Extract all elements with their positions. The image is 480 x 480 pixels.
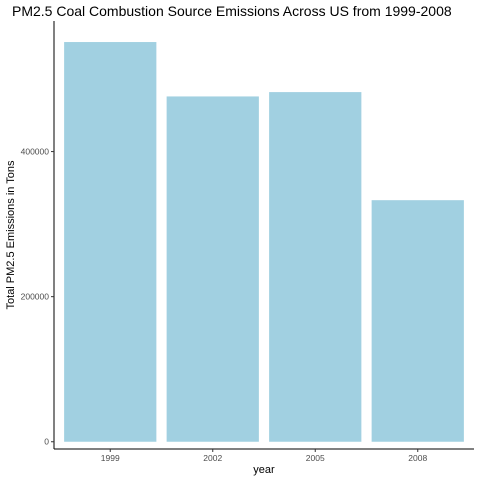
y-tick-label-200000: 200000 <box>21 292 50 302</box>
chart-title: PM2.5 Coal Combustion Source Emissions A… <box>12 3 452 19</box>
x-tick-label-2002: 2002 <box>203 453 222 463</box>
x-axis-label: year <box>253 464 275 476</box>
x-tick-label-1999: 1999 <box>101 453 120 463</box>
bar-2005 <box>269 92 362 442</box>
y-axis-ticks: 0 200000 400000 <box>21 147 54 447</box>
bar-2008 <box>371 200 464 442</box>
y-axis-label: Total PM2.5 Emissions in Tons <box>5 160 17 309</box>
bars-group <box>64 42 464 442</box>
x-tick-label-2008: 2008 <box>408 453 427 463</box>
x-tick-label-2005: 2005 <box>306 453 325 463</box>
bar-1999 <box>64 42 157 442</box>
bar-2002 <box>166 96 259 442</box>
x-axis-ticks: 1999 2002 2005 2008 <box>101 449 427 463</box>
y-tick-label-400000: 400000 <box>21 147 50 157</box>
y-tick-label-0: 0 <box>44 437 49 447</box>
